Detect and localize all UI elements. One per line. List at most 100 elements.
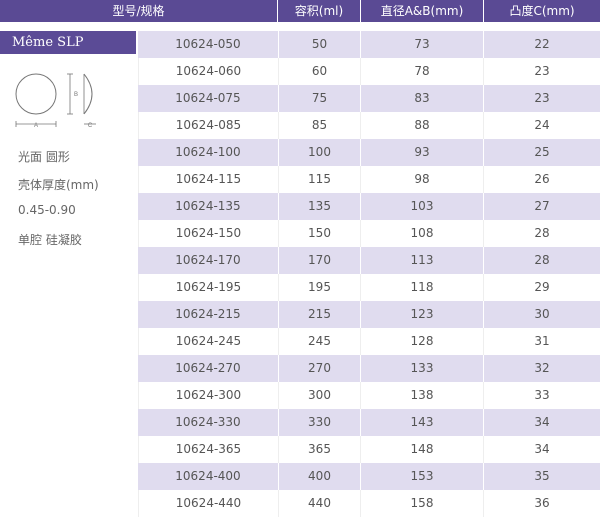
- table-row: 10624-400 400 153 35: [138, 463, 600, 490]
- volume-cell: 440: [278, 490, 360, 517]
- diameter-cell: 133: [360, 355, 483, 382]
- volume-cell: 85: [278, 112, 360, 139]
- spec-shell-thickness-label: 壳体厚度(mm): [18, 178, 99, 192]
- volume-cell: 215: [278, 301, 360, 328]
- projection-cell: 24: [483, 112, 600, 139]
- projection-cell: 30: [483, 301, 600, 328]
- model-cell: 10624-100: [175, 145, 241, 159]
- table-row: 10624-075 75 83 23: [138, 85, 600, 112]
- table-row: 10624-150 150 108 28: [138, 220, 600, 247]
- diagram-label-a: A: [34, 123, 38, 129]
- table-row: 10624-245 245 128 31: [138, 328, 600, 355]
- header-cell-model: 型号/规格: [0, 0, 277, 22]
- spec-surface-shape: 光面 圆形: [18, 150, 70, 164]
- model-cell: 10624-085: [138, 112, 278, 139]
- table-row: 10624-365 365 148 34: [138, 436, 600, 463]
- projection-cell: 33: [483, 382, 600, 409]
- volume-cell: 150: [278, 220, 360, 247]
- diameter-cell: 103: [360, 193, 483, 220]
- projection-cell: 35: [483, 463, 600, 490]
- projection-cell: 25: [483, 139, 600, 166]
- diameter-cell: 138: [360, 382, 483, 409]
- table-row: 10624-270 270 133 32: [138, 355, 600, 382]
- model-cell: 10624-330: [175, 415, 241, 429]
- table-row: 10624-330 330 143 34: [138, 409, 600, 436]
- diameter-cell: 93: [360, 139, 483, 166]
- projection-cell: 29: [483, 274, 600, 301]
- projection-cell: 31: [483, 328, 600, 355]
- diameter-cell: 128: [360, 328, 483, 355]
- header-cell-volume: 容积(ml): [278, 0, 360, 22]
- diagram-label-b: B: [74, 92, 78, 98]
- diameter-cell: 88: [360, 112, 483, 139]
- projection-cell: 23: [483, 58, 600, 85]
- volume-cell: 135: [278, 193, 360, 220]
- model-cell: 10624-215: [175, 307, 241, 321]
- volume-cell: 170: [278, 247, 360, 274]
- model-cell: 10624-050: [175, 37, 241, 51]
- implant-shape-icon: A B C: [15, 73, 96, 129]
- model-cell: 10624-195: [138, 274, 278, 301]
- model-cell: 10624-300: [138, 382, 278, 409]
- spec-table: 10624-050 50 73 22 10624-060 60 78 23 10…: [138, 31, 600, 517]
- model-cell: 10624-135: [175, 199, 241, 213]
- diameter-cell: 113: [360, 247, 483, 274]
- projection-cell: 36: [483, 490, 600, 517]
- table-row: 10624-085 85 88 24: [138, 112, 600, 139]
- table-row: 10624-060 60 78 23: [138, 58, 600, 85]
- model-cell: 10624-170: [175, 253, 241, 267]
- volume-cell: 50: [278, 31, 360, 58]
- model-cell: 10624-075: [175, 91, 241, 105]
- table-row: 10624-050 50 73 22: [138, 31, 600, 58]
- model-cell: 10624-400: [175, 469, 241, 483]
- table-row: 10624-100 100 93 25: [138, 139, 600, 166]
- volume-cell: 195: [278, 274, 360, 301]
- product-name-banner: Même SLP: [0, 31, 136, 54]
- diameter-cell: 148: [360, 436, 483, 463]
- diameter-cell: 118: [360, 274, 483, 301]
- projection-cell: 32: [483, 355, 600, 382]
- diameter-cell: 143: [360, 409, 483, 436]
- table-row: 10624-170 170 113 28: [138, 247, 600, 274]
- diameter-cell: 158: [360, 490, 483, 517]
- projection-cell: 28: [483, 247, 600, 274]
- model-cell: 10624-060: [138, 58, 278, 85]
- diameter-cell: 83: [360, 85, 483, 112]
- projection-cell: 22: [483, 31, 600, 58]
- diameter-cell: 123: [360, 301, 483, 328]
- projection-cell: 28: [483, 220, 600, 247]
- spec-shell-thickness-value: 0.45-0.90: [18, 203, 76, 217]
- table-header: 型号/规格 容积(ml) 直径A&B(mm) 凸度C(mm): [0, 0, 600, 22]
- volume-cell: 300: [278, 382, 360, 409]
- volume-cell: 365: [278, 436, 360, 463]
- volume-cell: 100: [278, 139, 360, 166]
- model-cell: 10624-440: [138, 490, 278, 517]
- model-cell: 10624-115: [138, 166, 278, 193]
- diameter-cell: 153: [360, 463, 483, 490]
- volume-cell: 245: [278, 328, 360, 355]
- projection-cell: 34: [483, 409, 600, 436]
- projection-cell: 23: [483, 85, 600, 112]
- projection-cell: 27: [483, 193, 600, 220]
- volume-cell: 75: [278, 85, 360, 112]
- volume-cell: 115: [278, 166, 360, 193]
- spec-fill-type: 单腔 硅凝胶: [18, 233, 82, 247]
- model-cell: 10624-270: [175, 361, 241, 375]
- model-cell: 10624-245: [138, 328, 278, 355]
- diameter-cell: 98: [360, 166, 483, 193]
- diameter-cell: 108: [360, 220, 483, 247]
- model-cell: 10624-365: [138, 436, 278, 463]
- table-row: 10624-195 195 118 29: [138, 274, 600, 301]
- header-cell-diameter: 直径A&B(mm): [361, 0, 483, 22]
- diameter-cell: 73: [360, 31, 483, 58]
- table-row: 10624-115 115 98 26: [138, 166, 600, 193]
- volume-cell: 330: [278, 409, 360, 436]
- projection-cell: 34: [483, 436, 600, 463]
- volume-cell: 270: [278, 355, 360, 382]
- diameter-cell: 78: [360, 58, 483, 85]
- header-cell-projection: 凸度C(mm): [484, 0, 600, 22]
- table-row: 10624-300 300 138 33: [138, 382, 600, 409]
- volume-cell: 60: [278, 58, 360, 85]
- table-row: 10624-135 135 103 27: [138, 193, 600, 220]
- table-row: 10624-215 215 123 30: [138, 301, 600, 328]
